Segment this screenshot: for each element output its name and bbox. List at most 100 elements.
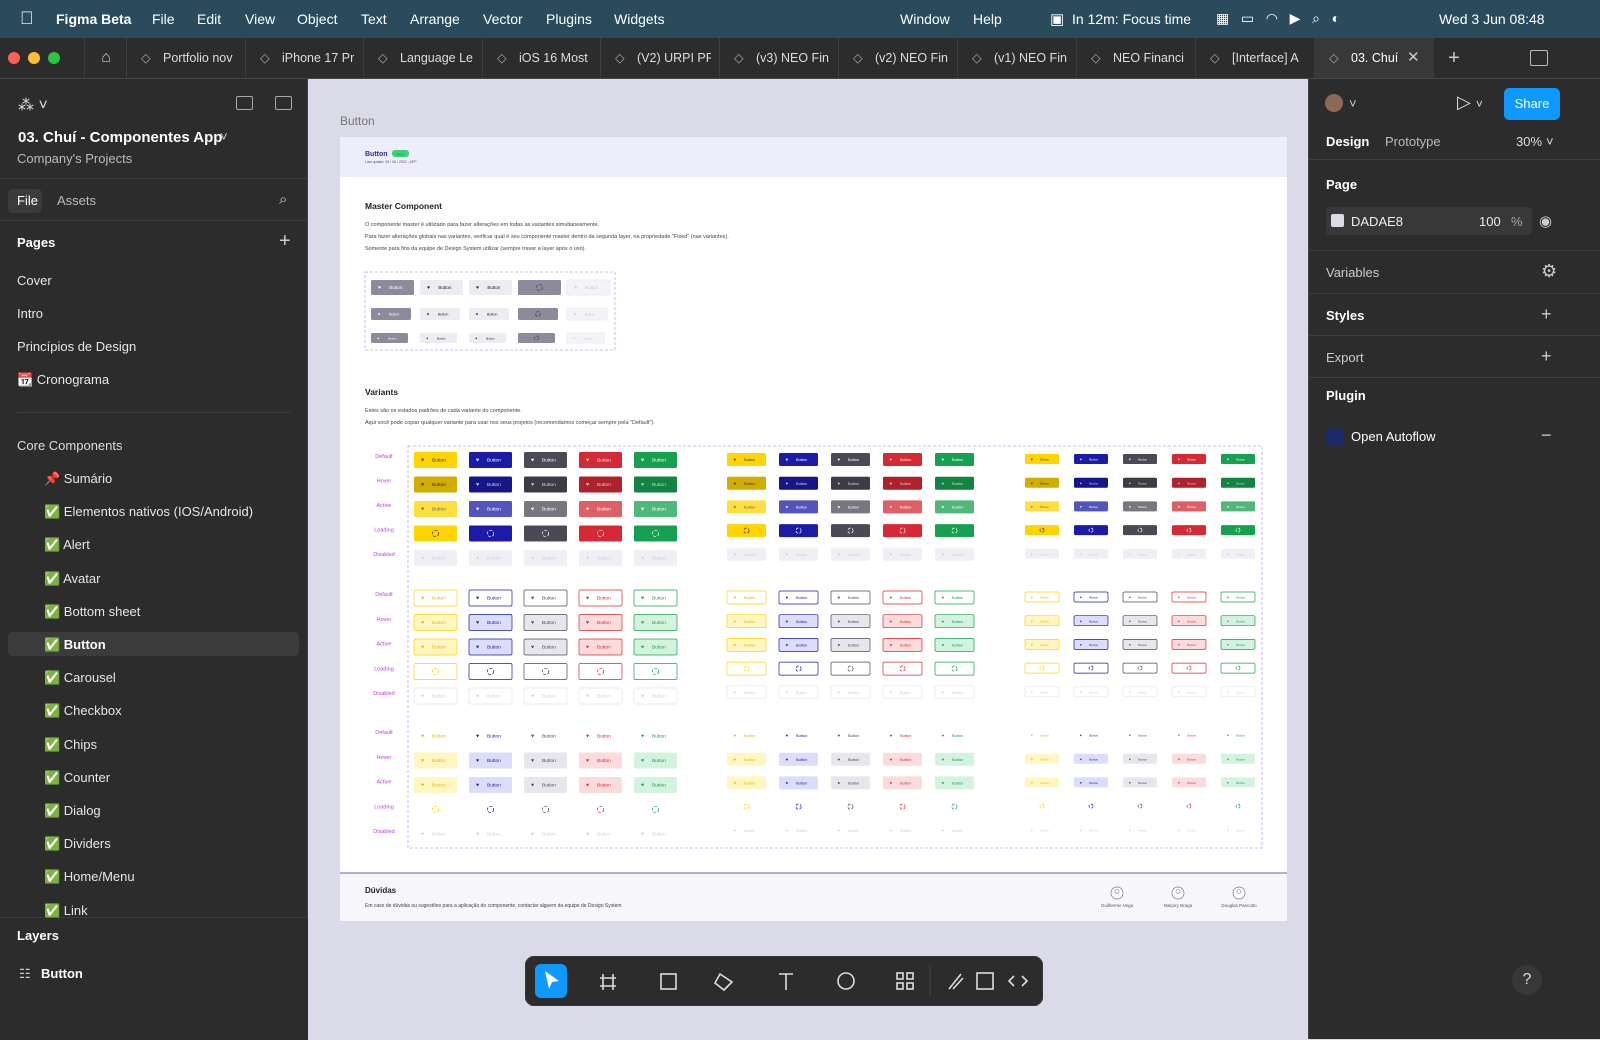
team-name[interactable]: Company's Projects bbox=[17, 151, 133, 166]
heart-icon: ♥ bbox=[1031, 552, 1033, 556]
button-label: Button bbox=[952, 552, 963, 557]
page-item[interactable]: ✅ Bottom sheet bbox=[44, 603, 141, 619]
color-field[interactable] bbox=[1326, 207, 1532, 235]
zoom-window[interactable] bbox=[48, 52, 60, 64]
page-item[interactable]: ✅ Carousel bbox=[44, 670, 116, 686]
prototype-tab[interactable]: Prototype bbox=[1385, 134, 1441, 149]
opacity[interactable]: 100 bbox=[1479, 214, 1501, 229]
file-tab[interactable]: File bbox=[17, 193, 38, 208]
help-button[interactable]: ? bbox=[1512, 965, 1542, 995]
menu-item[interactable]: Plugins bbox=[546, 11, 592, 27]
assets-tab[interactable]: Assets bbox=[57, 193, 97, 208]
button-label: Button bbox=[744, 552, 755, 557]
page-item[interactable]: ✅ Dividers bbox=[44, 836, 111, 852]
page-item[interactable]: Intro bbox=[17, 306, 44, 321]
state-label: Default bbox=[375, 592, 393, 598]
share-button[interactable]: Share bbox=[1504, 88, 1560, 120]
page-item[interactable]: ✅ Alert bbox=[44, 537, 90, 553]
add-page[interactable]: + bbox=[279, 230, 291, 252]
button bbox=[727, 453, 766, 466]
page-item[interactable]: ✅ Dialog bbox=[44, 803, 101, 818]
heart-icon: ♥ bbox=[890, 828, 893, 833]
menu-item[interactable]: Text bbox=[361, 11, 387, 27]
section-add[interactable]: + bbox=[1541, 346, 1552, 366]
sidebar-toggle[interactable] bbox=[1530, 50, 1548, 66]
section-heading[interactable]: Variables bbox=[1326, 265, 1380, 280]
page-item[interactable]: 📌 Sumário bbox=[44, 471, 113, 486]
tab-title: (V2) URPI PR bbox=[637, 51, 711, 65]
page-item[interactable]: ✅ Checkbox bbox=[44, 703, 122, 719]
section-title[interactable]: Core Components bbox=[17, 438, 123, 453]
chevron[interactable]: ˅ bbox=[1349, 96, 1357, 111]
file-tab[interactable]: ◇ (v1) NEO Fin bbox=[957, 38, 1076, 78]
heart-icon: ♥ bbox=[786, 595, 789, 600]
menu-item[interactable]: File bbox=[152, 11, 175, 27]
color-hex[interactable]: DADAE8 bbox=[1351, 214, 1404, 229]
heart-icon: ♥ bbox=[942, 781, 945, 786]
design-tab[interactable]: Design bbox=[1326, 134, 1370, 149]
page-item[interactable]: 📆 Cronograma bbox=[17, 372, 110, 387]
close-tab[interactable]: ✕ bbox=[1407, 49, 1420, 66]
frame-label[interactable]: Button bbox=[340, 114, 375, 128]
layer-item[interactable]: Button bbox=[41, 966, 83, 981]
menu-item[interactable]: Widgets bbox=[614, 11, 665, 27]
file-tab[interactable]: ◇ (v2) NEO Fin bbox=[838, 38, 957, 78]
section-add[interactable]: ⚙ bbox=[1541, 261, 1558, 281]
page-item[interactable]: ✅ Counter bbox=[44, 769, 111, 785]
new-tab[interactable]: + bbox=[1448, 47, 1460, 69]
page-item[interactable]: ✅ Elementos nativos (IOS/Android) bbox=[44, 504, 254, 520]
menu-item[interactable]: Vector bbox=[483, 11, 523, 27]
page-item[interactable]: ✅ Button bbox=[44, 637, 106, 652]
button bbox=[469, 452, 512, 468]
menu-item[interactable]: Arrange bbox=[410, 11, 460, 27]
section-add[interactable]: + bbox=[1541, 303, 1552, 324]
page-item[interactable]: Princípios de Design bbox=[17, 339, 137, 354]
page-item[interactable]: ✅ Avatar bbox=[44, 570, 101, 586]
color-swatch[interactable] bbox=[1331, 214, 1344, 227]
state-label: Disabled bbox=[373, 691, 394, 697]
main-menu[interactable]: ⁂ ˅ bbox=[18, 97, 48, 114]
page-item[interactable]: ✅ Link bbox=[44, 902, 88, 918]
page-item[interactable]: Cover bbox=[17, 273, 52, 288]
file-tab[interactable]: ◇ NEO Financi bbox=[1076, 38, 1195, 78]
section-heading[interactable]: Export bbox=[1326, 350, 1364, 365]
section-heading[interactable]: Styles bbox=[1326, 307, 1365, 323]
file-tab[interactable]: ◇ [Interface] A bbox=[1195, 38, 1314, 78]
file-tab[interactable]: ◇ (v3) NEO Fin bbox=[719, 38, 838, 78]
file-tab[interactable]: ◇ iOS 16 Most bbox=[482, 38, 601, 78]
chevron[interactable]: ˅ bbox=[220, 129, 228, 144]
minimize-window[interactable] bbox=[28, 52, 40, 64]
focus-status[interactable]: In 12m: Focus time bbox=[1072, 11, 1192, 27]
heart-icon: ♥ bbox=[1227, 781, 1229, 785]
menu-item[interactable]: View bbox=[245, 11, 276, 27]
button-label: Button bbox=[744, 505, 755, 510]
menu-item[interactable]: Object bbox=[297, 11, 338, 27]
ai-icon[interactable] bbox=[236, 96, 253, 110]
chevron[interactable]: ˅ bbox=[1546, 134, 1554, 149]
home-tab[interactable]: ⌂ bbox=[84, 38, 127, 78]
file-title[interactable]: 03. Chuí - Componentes App bbox=[18, 129, 223, 146]
panel-toggle[interactable] bbox=[275, 96, 292, 110]
file-tab[interactable]: ◇ 03. Chuí ✕ bbox=[1314, 38, 1434, 78]
file-tab[interactable]: ◇ (V2) URPI PR bbox=[600, 38, 719, 78]
file-tab[interactable]: ◇ iPhone 17 Pr bbox=[245, 38, 364, 78]
app-name[interactable]: Figma Beta bbox=[56, 11, 132, 27]
plugin-name[interactable]: Open Autoflow bbox=[1351, 429, 1436, 444]
page-item[interactable]: ✅ Home/Menu bbox=[44, 869, 135, 885]
menu-item[interactable]: Help bbox=[973, 11, 1002, 27]
file-tab[interactable]: ◇ Portfolio nov bbox=[126, 38, 245, 78]
close-window[interactable] bbox=[8, 52, 20, 64]
avatar[interactable] bbox=[1325, 94, 1343, 112]
menu-item[interactable]: Edit bbox=[197, 11, 222, 27]
search[interactable]: ⌕ bbox=[279, 191, 288, 208]
button bbox=[1172, 777, 1206, 788]
menu-item[interactable]: Window bbox=[900, 11, 950, 27]
divider bbox=[1309, 335, 1600, 336]
visibility[interactable]: ◉ bbox=[1539, 213, 1553, 230]
present[interactable]: ▷ ˅ bbox=[1457, 92, 1483, 112]
remove-plugin[interactable]: − bbox=[1541, 425, 1552, 445]
apple-logo[interactable]:  bbox=[20, 8, 34, 29]
file-tab[interactable]: ◇ Language Le bbox=[363, 38, 482, 78]
page-item[interactable]: ✅ Chips bbox=[44, 736, 98, 752]
zoom[interactable]: 30% bbox=[1516, 134, 1543, 149]
